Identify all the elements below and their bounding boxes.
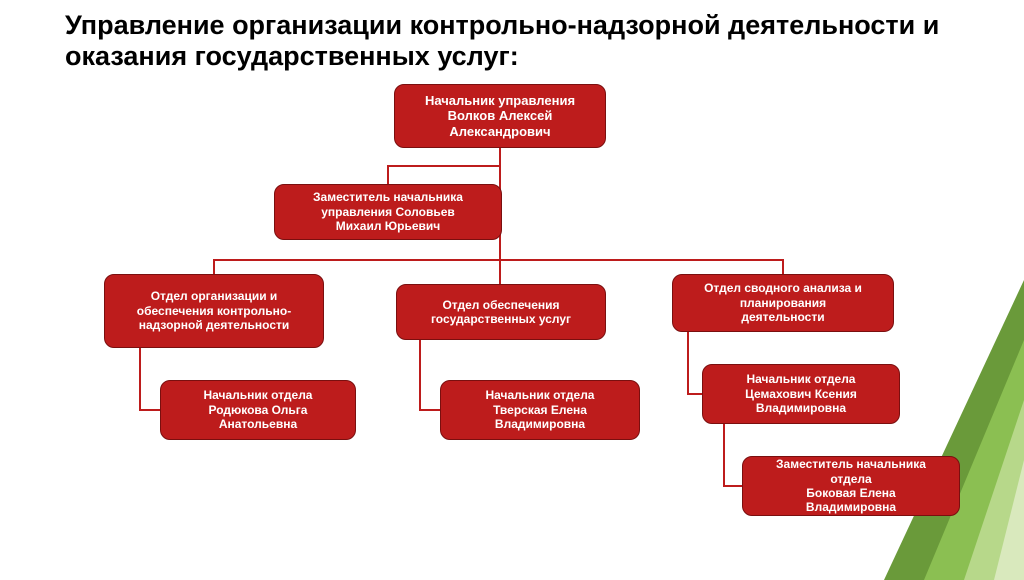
decor-shard-1	[884, 280, 1024, 580]
node-deputy: Заместитель начальника управления Соловь…	[274, 184, 502, 240]
node-chief: Начальник управления Волков Алексей Алек…	[394, 84, 606, 148]
node-dept3: Отдел сводного анализа и планирования де…	[672, 274, 894, 332]
connector-dept1-head1	[140, 348, 160, 410]
decor-shard-3	[964, 400, 1024, 580]
connector-dept3-head3	[688, 332, 702, 394]
connector-dept2-head2	[420, 340, 440, 410]
node-head3: Начальник отдела Цемахович Ксения Владим…	[702, 364, 900, 424]
decor-shard-4	[994, 460, 1024, 580]
node-dept1: Отдел организации и обеспечения контроль…	[104, 274, 324, 348]
node-dept2: Отдел обеспечения государственных услуг	[396, 284, 606, 340]
node-head2: Начальник отдела Тверская Елена Владимир…	[440, 380, 640, 440]
page-title: Управление организации контрольно-надзор…	[65, 10, 959, 72]
node-subhead3: Заместитель начальника отдела Боковая Ел…	[742, 456, 960, 516]
connector-chief-dept3	[500, 148, 783, 274]
node-head1: Начальник отдела Родюкова Ольга Анатолье…	[160, 380, 356, 440]
connector-head3-subhead3	[724, 424, 742, 486]
connector-chief-deputy	[388, 148, 500, 184]
